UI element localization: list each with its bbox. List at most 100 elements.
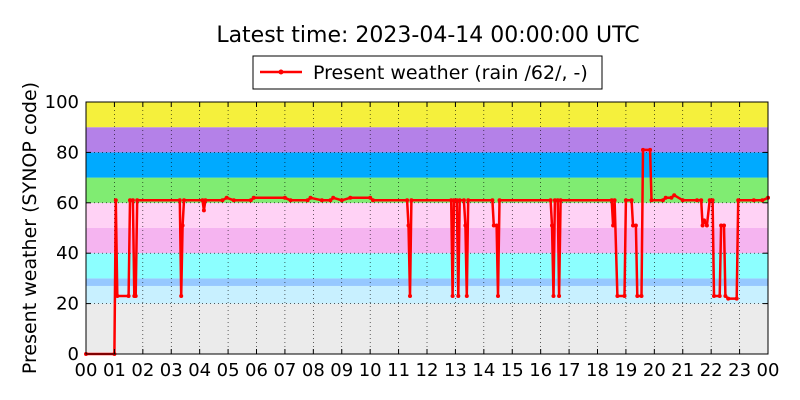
data-point	[128, 198, 132, 203]
data-point	[635, 294, 640, 298]
legend: Present weather (rain /62/, -)	[252, 55, 603, 90]
data-point	[700, 223, 705, 228]
band-4	[86, 228, 768, 254]
x-tick-label: 23	[728, 360, 751, 381]
x-tick-label: 13	[444, 360, 467, 381]
data-point	[648, 147, 653, 152]
data-point	[405, 198, 410, 203]
data-point	[182, 198, 186, 203]
data-point	[660, 198, 665, 203]
data-point	[288, 198, 293, 203]
data-point	[760, 198, 765, 203]
x-tick-label: 02	[131, 360, 154, 381]
grid	[86, 102, 768, 354]
data-point	[623, 198, 628, 203]
data-point	[551, 294, 556, 298]
data-point	[371, 198, 375, 203]
y-axis-label: Present weather (SYNOP code)	[19, 82, 41, 374]
x-tick-label: 09	[330, 360, 353, 381]
data-point	[282, 195, 287, 200]
data-point	[126, 294, 131, 298]
data-point	[457, 198, 462, 203]
data-point	[231, 198, 236, 203]
data-point	[319, 198, 324, 203]
data-point	[550, 223, 554, 228]
data-point	[704, 223, 709, 228]
y-tick-label: 20	[56, 294, 79, 315]
data-point	[633, 223, 638, 228]
data-point	[203, 198, 208, 203]
x-tick-label: 00	[757, 360, 780, 381]
y-tick-label: 0	[68, 344, 79, 365]
band-0	[86, 303, 768, 354]
data-point	[639, 294, 644, 298]
x-tick-label: 21	[671, 360, 694, 381]
data-point	[702, 218, 707, 223]
data-point	[113, 198, 118, 203]
x-tick-label: 12	[416, 360, 439, 381]
x-tick-label: 14	[472, 360, 495, 381]
ticks: 00 01 02 03 04 05 06 07 08 09 10 11 12 13 14 15 16 17 18 19…	[45, 92, 780, 381]
data-point	[558, 198, 563, 203]
band-8	[86, 127, 768, 153]
data-point	[717, 294, 722, 298]
data-point	[722, 223, 726, 228]
data-point	[622, 294, 627, 298]
data-point	[555, 198, 560, 203]
data-point	[712, 294, 716, 298]
data-point	[224, 195, 229, 200]
data-point	[496, 294, 500, 298]
data-point	[454, 198, 459, 203]
data-point	[135, 198, 140, 203]
data-point	[707, 198, 712, 203]
x-tick-label: 03	[160, 360, 183, 381]
data-point	[251, 195, 256, 200]
data-point	[409, 198, 414, 203]
x-tick-label: 22	[700, 360, 723, 381]
data-point	[248, 198, 253, 203]
data-point	[663, 195, 668, 200]
data-point	[552, 198, 557, 203]
data-point	[308, 195, 313, 200]
legend-box	[252, 55, 603, 90]
legend-marker	[278, 69, 284, 75]
data-point	[490, 198, 495, 203]
x-tick-label: 04	[188, 360, 211, 381]
x-tick-label: 15	[501, 360, 524, 381]
y-tick-label: 60	[56, 193, 79, 214]
data-point	[450, 294, 455, 298]
x-tick-label: 11	[387, 360, 410, 381]
data-point	[200, 198, 205, 203]
data-point	[339, 198, 344, 203]
data-point	[491, 223, 496, 228]
background-bands	[86, 102, 768, 354]
band-7	[86, 152, 768, 178]
data-point	[461, 198, 466, 203]
data-point	[130, 198, 135, 203]
data-point	[641, 147, 645, 152]
data-point	[669, 195, 674, 200]
data-point	[548, 198, 553, 203]
data-point	[180, 223, 185, 228]
data-point	[695, 198, 699, 203]
data-point	[631, 223, 635, 228]
data-point	[115, 294, 120, 298]
legend-label: Present weather (rain /62/, -)	[313, 62, 588, 84]
y-tick-label: 80	[56, 142, 79, 163]
data-point	[452, 198, 456, 203]
data-point	[463, 223, 468, 228]
y-tick-label: 40	[56, 243, 79, 264]
data-point	[699, 198, 704, 203]
data-point	[133, 294, 138, 298]
data-point	[615, 294, 620, 298]
data-point	[609, 198, 614, 203]
x-tick-label: 19	[614, 360, 637, 381]
x-tick-label: 05	[217, 360, 240, 381]
data-point	[557, 294, 562, 298]
data-point	[201, 208, 206, 213]
data-point	[305, 198, 310, 203]
data-point	[751, 198, 756, 203]
x-tick-label: 00	[75, 360, 98, 381]
data-point	[680, 198, 685, 203]
